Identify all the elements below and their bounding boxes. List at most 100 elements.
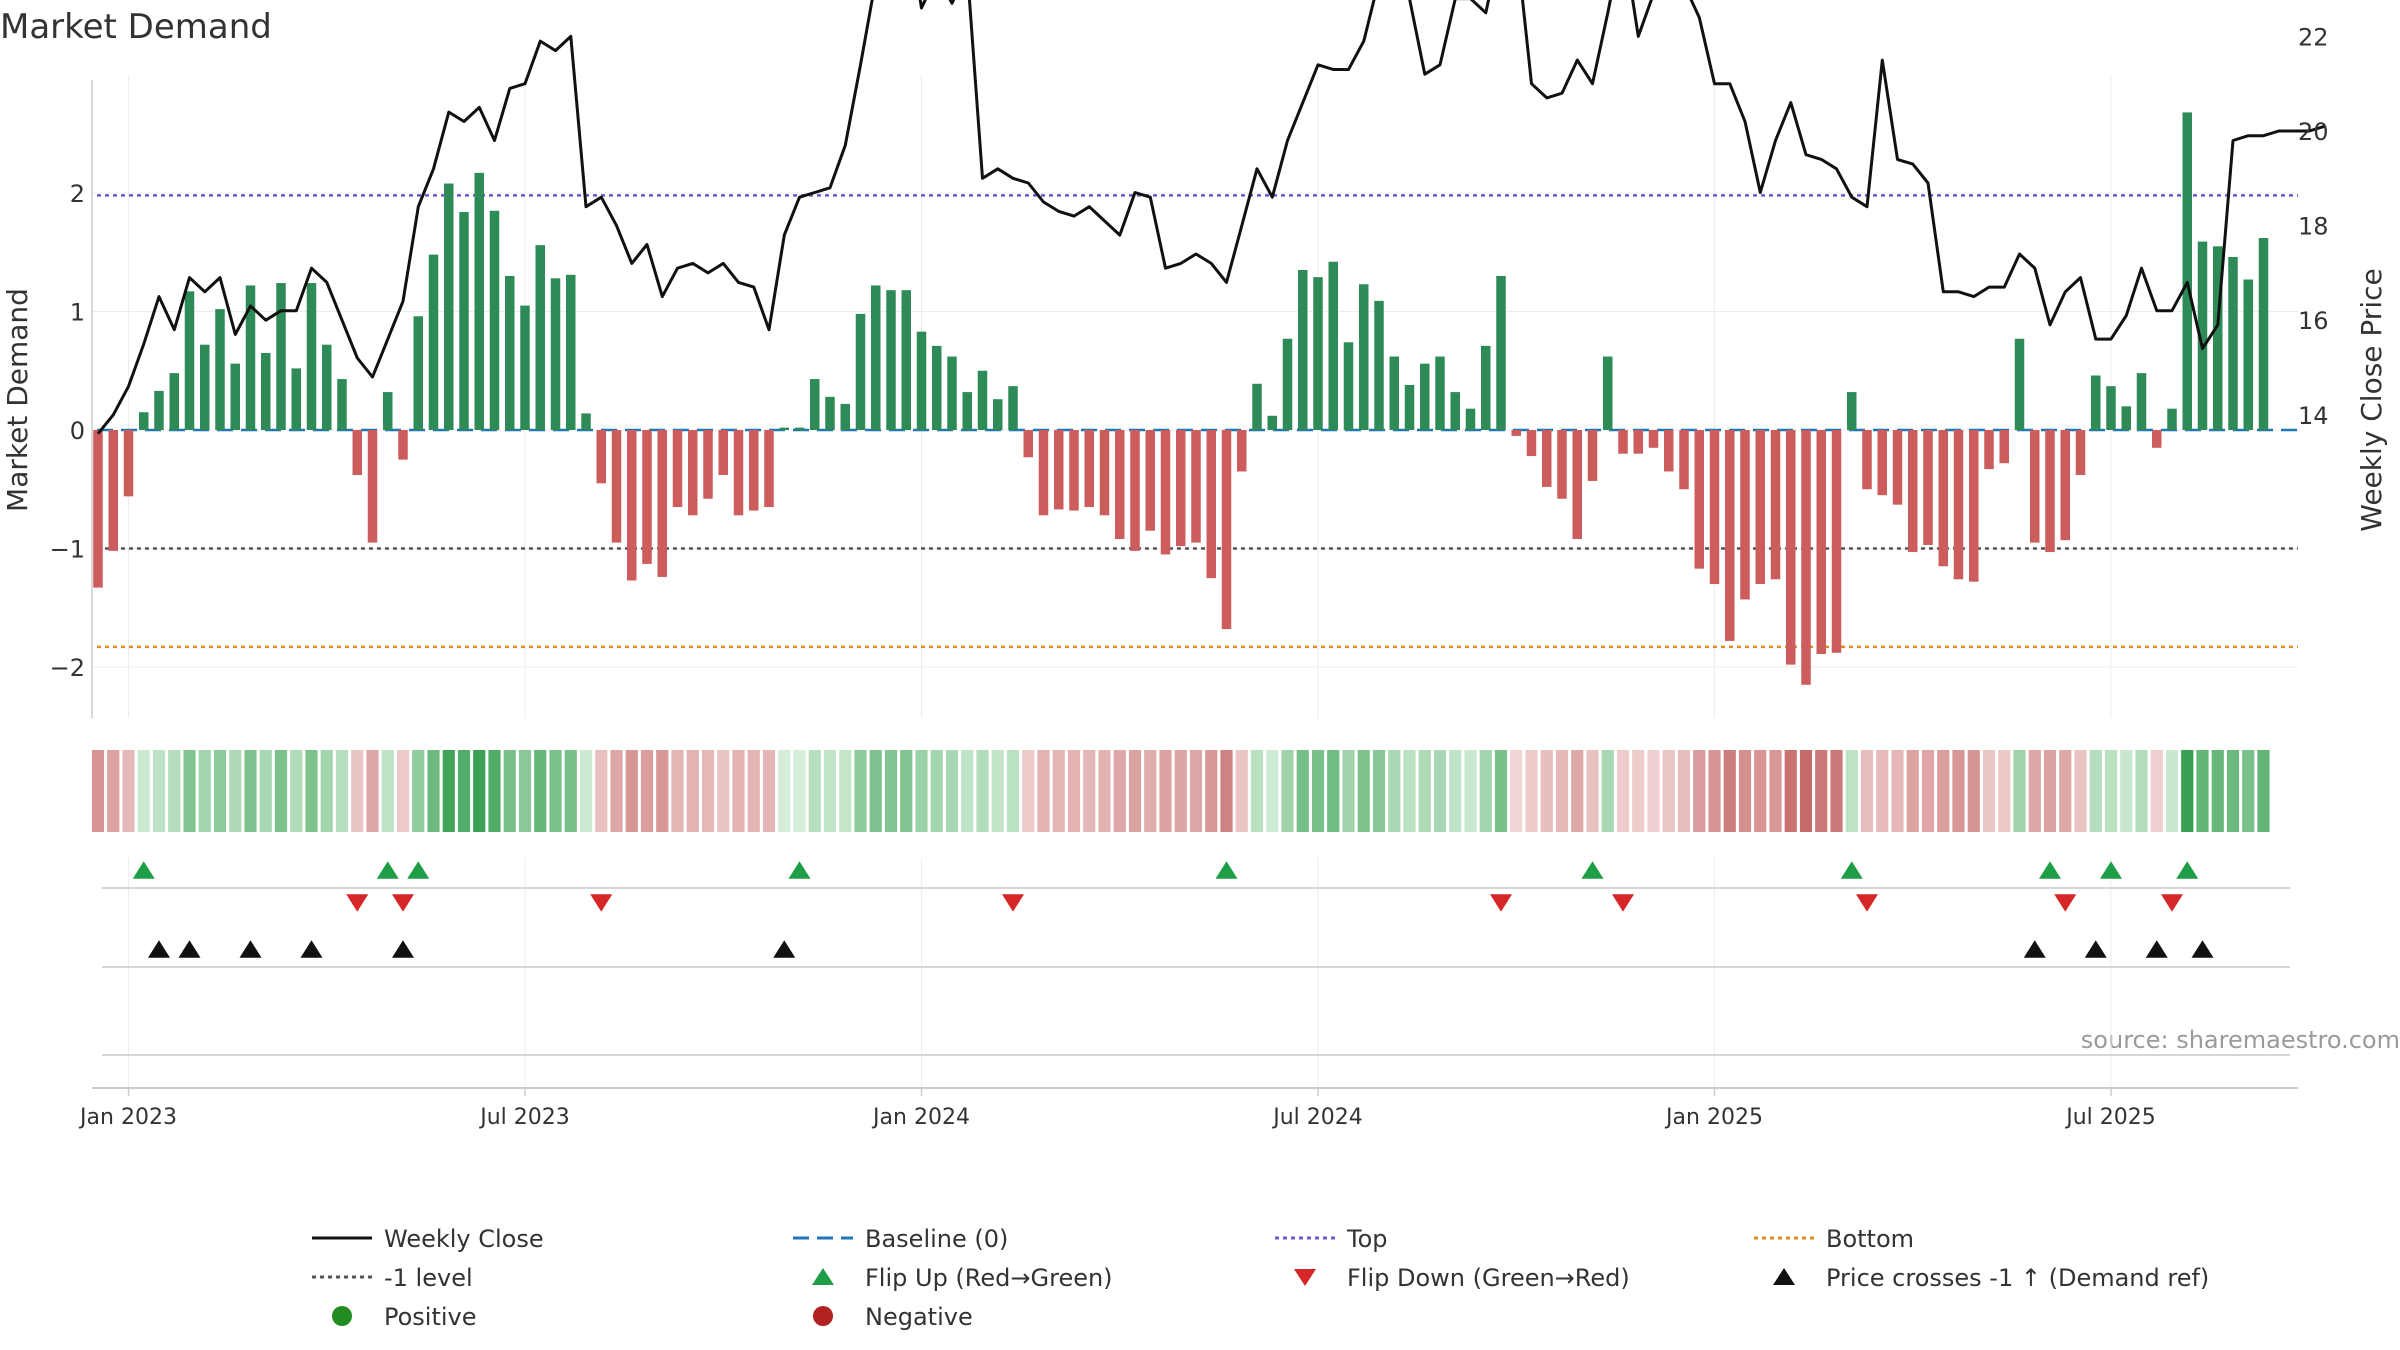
price-cross-marker: [392, 940, 414, 958]
demand-bar: [1130, 430, 1140, 551]
x-tick-label: Jul 2023: [478, 1105, 570, 1130]
flip-down-marker: [590, 894, 613, 912]
demand-bar: [2258, 238, 2269, 430]
demand-bar: [1328, 261, 1338, 430]
demand-bar: [1603, 356, 1613, 430]
heat-strip-cell: [610, 750, 623, 832]
demand-bar: [1145, 430, 1155, 531]
gridlines: [92, 75, 2298, 1088]
legend-label-bottom: Bottom: [1826, 1225, 1914, 1253]
demand-bar: [459, 211, 469, 430]
demand-bar: [291, 368, 301, 430]
demand-bar: [1374, 300, 1384, 430]
demand-bar: [306, 283, 317, 430]
heat-strip-cell: [274, 750, 288, 832]
left-tick-label: −2: [50, 654, 85, 682]
heat-strip-cell: [137, 750, 150, 832]
demand-bar: [1999, 430, 2009, 464]
heat-strip-cell: [747, 750, 760, 832]
heat-strip-cell: [869, 750, 882, 832]
heat-strip-cell: [1860, 750, 1874, 832]
heat-strip-cell: [2165, 750, 2179, 832]
x-tick-label: Jan 2025: [1664, 1105, 1763, 1130]
signal-markers: [132, 861, 2214, 958]
price-cross-marker: [2084, 940, 2107, 958]
heat-strip-cell: [1906, 750, 1919, 832]
heat-strip-cell: [351, 750, 364, 832]
price-cross-marker: [773, 940, 796, 958]
demand-bar: [2213, 246, 2223, 430]
flip-up-marker: [2039, 861, 2061, 879]
demand-bar: [1831, 430, 1842, 653]
heat-strip-cell: [1479, 750, 1492, 832]
demand-bar: [1923, 430, 1933, 545]
heat-strip-cell: [2089, 750, 2102, 832]
demand-bar: [1770, 430, 1781, 580]
heat-strip-cell: [2059, 750, 2072, 832]
left-tick-label: 1: [70, 299, 85, 327]
heat-strip-cell: [1677, 750, 1691, 832]
heat-strip-cell: [1601, 750, 1614, 832]
legend-swatch-flip-up: [812, 1268, 834, 1285]
demand-bar: [1359, 284, 1369, 430]
demand-bar: [1115, 430, 1125, 540]
heat-strip-cell: [2181, 750, 2194, 832]
legend-label-flip-up: Flip Up (Red→Green): [865, 1264, 1113, 1292]
heat-strip-cell: [1327, 750, 1340, 832]
heat-strip-cell: [1052, 750, 1065, 832]
heat-strip-cell: [427, 750, 440, 832]
heat-strip-cell: [1647, 750, 1660, 832]
demand-bar: [1816, 430, 1826, 654]
heat-strip-cell: [778, 750, 791, 832]
heat-strip-cell: [518, 750, 532, 832]
demand-bar: [1435, 356, 1445, 430]
demand-bar: [2182, 112, 2192, 431]
demand-bar: [2243, 279, 2253, 430]
demand-bar: [2014, 338, 2025, 430]
heat-strip-cell: [1540, 750, 1553, 832]
demand-bar: [977, 370, 988, 430]
heat-strip-cell: [1967, 750, 1980, 832]
heat-strip-cell: [625, 750, 638, 832]
demand-bar: [810, 379, 820, 430]
demand-bar: [1694, 430, 1704, 569]
demand-bar: [1969, 430, 1979, 582]
heat-strip-cell: [1418, 750, 1431, 832]
heat-strip-cell: [1616, 750, 1630, 832]
heat-strip-cell: [1876, 750, 1889, 832]
heat-strip-cell: [1464, 750, 1477, 832]
heat-strip-cell: [122, 750, 135, 832]
demand-bar: [2091, 375, 2101, 430]
right-tick-label: 16: [2298, 307, 2329, 335]
flip-down-marker: [1612, 894, 1634, 912]
heat-strip-cell: [945, 750, 959, 832]
heat-strip-cell: [457, 750, 471, 832]
heat-strip-cell: [900, 750, 913, 832]
chart-title: Market Demand: [0, 7, 272, 47]
heat-strip-cell: [1586, 750, 1599, 832]
legend-label-negative: Negative: [865, 1303, 973, 1331]
heat-strip-cell: [1022, 750, 1035, 832]
demand-bar: [886, 290, 896, 430]
demand-bar: [581, 413, 591, 430]
right-tick-label: 18: [2298, 213, 2329, 241]
heat-strip-cell: [1037, 750, 1050, 832]
demand-bar: [1176, 430, 1186, 547]
demand-bar: [1786, 430, 1796, 665]
heat-strip-cell: [396, 750, 410, 832]
demand-bar: [1023, 430, 1033, 458]
legend-label-minus-one: -1 level: [384, 1264, 473, 1292]
flip-up-marker: [2176, 861, 2199, 879]
heat-strip-cell: [305, 750, 318, 832]
demand-bar: [947, 356, 957, 430]
heat-strip-cell: [823, 750, 837, 832]
demand-bar: [1938, 430, 1948, 567]
demand-bar: [993, 399, 1003, 430]
flip-up-marker: [2100, 861, 2122, 879]
demand-bar: [1069, 430, 1079, 511]
demand-bar: [749, 430, 759, 511]
left-tick-label: −1: [50, 536, 85, 564]
demand-bar: [1221, 430, 1232, 630]
demand-bar: [2106, 386, 2116, 430]
demand-bar: [1054, 430, 1064, 510]
